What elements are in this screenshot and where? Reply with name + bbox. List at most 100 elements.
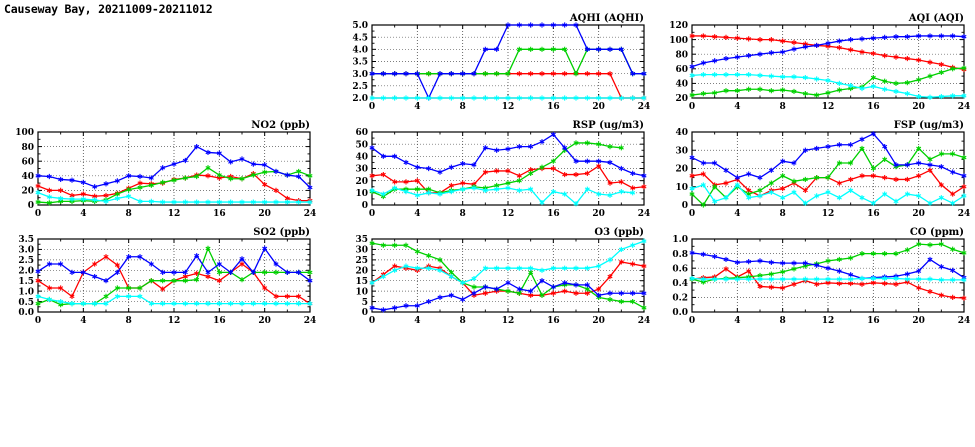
svg-text:24: 24	[638, 316, 650, 326]
svg-text:24: 24	[638, 102, 650, 112]
series-series3	[689, 131, 967, 181]
series-series4	[369, 238, 647, 286]
svg-text:0: 0	[369, 102, 375, 112]
svg-text:0: 0	[35, 316, 41, 326]
panel-title: RSP (ug/m3)	[573, 120, 644, 131]
axis-ticks: 0.00.51.01.52.02.53.03.5 0 4 8 12 16 20 24	[18, 235, 316, 326]
svg-text:40: 40	[675, 80, 688, 90]
svg-text:100: 100	[15, 128, 34, 138]
series-series1	[689, 33, 967, 73]
svg-text:0: 0	[369, 209, 375, 219]
svg-text:4: 4	[414, 102, 420, 112]
svg-text:4: 4	[414, 209, 420, 219]
svg-text:12: 12	[502, 209, 515, 219]
svg-text:40: 40	[675, 128, 688, 138]
svg-text:0: 0	[689, 102, 695, 112]
svg-text:8: 8	[460, 316, 466, 326]
svg-text:25: 25	[355, 256, 368, 266]
svg-text:3.0: 3.0	[18, 246, 34, 256]
series-series3	[369, 278, 647, 313]
series-series2	[35, 245, 313, 308]
svg-text:0: 0	[689, 209, 695, 219]
chart-panel-aqhi: 2.0 2.5 3.0 3.5 4.0 4.5 5.0 0 4 8 12 16 20 24 AQHI (AQ…	[338, 12, 650, 114]
svg-text:2.0: 2.0	[18, 266, 34, 276]
svg-text:4: 4	[734, 316, 740, 326]
svg-text:24: 24	[958, 102, 970, 112]
svg-text:12: 12	[822, 316, 835, 326]
chart-panel-rsp: 0 10 20 30 40 50 60 0 4 8 12 16 20 24 RSP (ug/m3)	[338, 119, 650, 221]
panel-title: AQI (AQI)	[908, 13, 964, 24]
series-series3	[35, 144, 313, 191]
panel-title: CO (ppm)	[910, 227, 964, 238]
axis-ticks: 0.0 0.2 0.4 0.6 0.8 1.0 0 4 8 12 16 20 24	[672, 235, 970, 326]
svg-text:3.0: 3.0	[352, 70, 368, 80]
svg-text:0.2: 0.2	[672, 294, 688, 304]
series-series3	[689, 33, 967, 70]
svg-text:100: 100	[669, 36, 688, 46]
svg-text:0: 0	[362, 308, 368, 318]
svg-text:20: 20	[592, 316, 605, 326]
svg-text:2.5: 2.5	[352, 82, 368, 92]
svg-text:0.5: 0.5	[18, 298, 34, 308]
svg-text:12: 12	[502, 102, 515, 112]
svg-text:8: 8	[780, 209, 786, 219]
svg-text:16: 16	[547, 316, 560, 326]
svg-text:24: 24	[958, 316, 970, 326]
svg-text:4: 4	[734, 102, 740, 112]
svg-text:4.0: 4.0	[352, 46, 368, 56]
chart-panel-fsp: 0 10 20 30 40 0 4 8 12 16 20 24 FSP (ug/m3)	[658, 119, 970, 221]
axis-ticks: 0 10 20 30 40 0 4 8 12 16 20 24	[675, 128, 970, 219]
svg-text:20: 20	[912, 316, 925, 326]
svg-text:12: 12	[168, 316, 181, 326]
svg-text:10: 10	[675, 183, 688, 193]
svg-text:20: 20	[21, 187, 34, 197]
svg-text:0.4: 0.4	[672, 279, 688, 289]
panel-title: SO2 (ppb)	[253, 227, 310, 238]
svg-text:12: 12	[502, 316, 515, 326]
svg-text:24: 24	[304, 209, 316, 219]
svg-text:20: 20	[675, 165, 688, 175]
svg-text:30: 30	[675, 146, 688, 156]
svg-text:8: 8	[460, 209, 466, 219]
svg-text:1.0: 1.0	[18, 287, 34, 297]
series-series4	[689, 182, 967, 206]
chart-panel-so2: 0.0 0.5 1.0 1.5 2.0 2.5 3.0 3.5 0 4 8 12 16 20 24 SO2 (…	[4, 226, 316, 328]
series-series4	[689, 275, 967, 283]
page-title: Causeway Bay, 20211009-20211012	[4, 2, 213, 16]
svg-text:16: 16	[547, 209, 560, 219]
svg-text:16: 16	[867, 102, 880, 112]
series-series4	[689, 72, 967, 100]
svg-text:24: 24	[638, 209, 650, 219]
svg-text:8: 8	[460, 102, 466, 112]
svg-text:8: 8	[780, 102, 786, 112]
panel-title: NO2 (ppb)	[251, 120, 310, 131]
svg-text:30: 30	[355, 246, 368, 256]
series-series4	[35, 293, 313, 307]
svg-text:5.0: 5.0	[352, 21, 368, 31]
svg-text:4: 4	[80, 316, 86, 326]
svg-text:20: 20	[912, 102, 925, 112]
svg-text:4: 4	[734, 209, 740, 219]
svg-text:0: 0	[28, 201, 34, 211]
svg-text:40: 40	[355, 153, 368, 163]
svg-text:5: 5	[362, 298, 368, 308]
chart-panel-co: 0.0 0.2 0.4 0.6 0.8 1.0 0 4 8 12 16 20 24 CO (ppm)	[658, 226, 970, 328]
svg-text:0: 0	[369, 316, 375, 326]
svg-text:2.5: 2.5	[18, 256, 34, 266]
grid-lines	[692, 239, 964, 312]
svg-text:60: 60	[675, 65, 688, 75]
svg-text:4: 4	[80, 209, 86, 219]
svg-text:20: 20	[258, 209, 271, 219]
svg-text:15: 15	[355, 277, 368, 287]
svg-text:80: 80	[675, 50, 688, 60]
svg-text:60: 60	[21, 157, 34, 167]
svg-text:60: 60	[355, 128, 368, 138]
svg-text:8: 8	[780, 316, 786, 326]
svg-text:8: 8	[126, 316, 132, 326]
svg-text:24: 24	[958, 209, 970, 219]
grid-lines	[372, 239, 644, 312]
svg-text:50: 50	[355, 140, 368, 150]
series-series3	[35, 245, 313, 284]
svg-text:12: 12	[168, 209, 181, 219]
svg-text:1.5: 1.5	[18, 277, 34, 287]
